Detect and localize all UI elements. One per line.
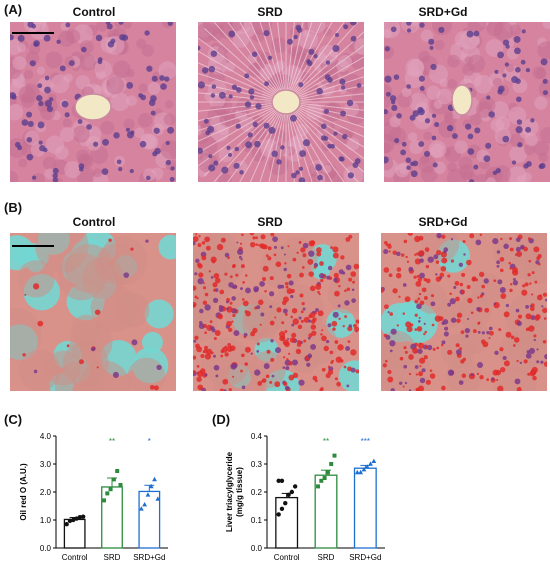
oil-red-image-control — [10, 233, 176, 391]
data-point — [74, 516, 79, 521]
data-point — [316, 484, 320, 489]
data-point — [138, 506, 144, 511]
data-point — [64, 522, 69, 527]
bar — [101, 486, 123, 549]
y-tick-label: 0.3 — [251, 460, 263, 469]
bar — [275, 496, 299, 549]
data-point — [319, 478, 324, 483]
scale-bar-b — [12, 245, 54, 247]
data-point — [148, 483, 154, 489]
data-point — [155, 496, 161, 501]
x-tick-label: SRD — [318, 553, 335, 562]
significance-marker: ** — [323, 437, 329, 446]
oil-red-image-srd-gd — [381, 233, 547, 391]
data-point — [80, 514, 86, 519]
y-tick-label: 3.0 — [40, 460, 52, 469]
data-point — [371, 458, 377, 463]
scale-bar-a — [12, 32, 54, 34]
data-point — [276, 478, 281, 483]
data-point — [67, 518, 73, 524]
data-point — [77, 515, 83, 520]
panel-b-title-srd-gd: SRD+Gd — [418, 215, 468, 229]
panel-b-title-control: Control — [72, 215, 116, 229]
data-point — [354, 469, 360, 475]
significance-marker: ** — [109, 437, 115, 446]
data-point — [283, 501, 288, 506]
y-tick-label: 0.0 — [251, 544, 263, 553]
panel-a-title-srd: SRD — [257, 5, 283, 19]
bar — [314, 474, 338, 549]
y-tick-label: 0.0 — [40, 544, 52, 553]
y-axis-label: Oil red O (A.U.) — [19, 463, 28, 521]
data-point — [152, 476, 157, 482]
data-point — [108, 487, 113, 492]
data-point — [111, 477, 116, 482]
data-point — [102, 498, 106, 503]
data-point — [329, 462, 334, 466]
data-point — [105, 491, 110, 496]
x-tick-label: Control — [62, 553, 88, 562]
panel-b-title-srd: SRD — [257, 215, 283, 229]
data-point — [292, 484, 298, 489]
y-tick-label: 0.2 — [251, 488, 263, 497]
y-tick-label: 4.0 — [40, 432, 52, 441]
significance-marker: *** — [361, 437, 370, 446]
significance-marker: * — [148, 437, 151, 446]
y-tick-label: 2.0 — [40, 488, 52, 497]
data-point — [279, 478, 285, 483]
y-axis-label: (mg/g tissue) — [235, 467, 244, 517]
oil-red-image-srd — [193, 233, 359, 391]
he-stain-image-srd-gd — [384, 22, 550, 182]
y-axis-label: Liver triacylglyceride — [225, 451, 234, 532]
data-point — [289, 489, 295, 495]
panel-d-label: (D) — [212, 412, 231, 427]
panel-c-label: (C) — [4, 412, 23, 427]
liver-triacylglyceride-chart: 0.0 0.1 0.2 0.3 0.4 Liver triacylglyceride (mg… — [225, 432, 385, 562]
data-point — [115, 469, 120, 473]
y-tick-label: 1.0 — [40, 516, 52, 525]
he-stain-image-srd — [198, 22, 364, 182]
panel-a-label: (A) — [4, 2, 23, 17]
data-point — [332, 453, 337, 458]
data-point — [118, 483, 123, 487]
panel-a-title-srd-gd: SRD+Gd — [418, 5, 468, 19]
data-point — [279, 506, 285, 511]
data-point — [276, 512, 281, 517]
y-tick-label: 0.4 — [251, 432, 263, 441]
data-point — [142, 502, 148, 507]
data-point — [358, 469, 364, 475]
data-point — [364, 464, 370, 469]
x-tick-label: Control — [274, 553, 300, 562]
data-point — [322, 476, 327, 480]
bar — [353, 467, 377, 549]
panel-b-label: (B) — [4, 200, 23, 215]
panel-a-title-control: Control — [72, 5, 116, 19]
x-tick-label: SRD — [104, 553, 121, 562]
data-point — [71, 517, 76, 523]
y-tick-label: 0.1 — [251, 516, 263, 525]
data-point — [361, 467, 367, 472]
x-tick-label: SRD+Gd — [349, 553, 381, 562]
x-tick-label: SRD+Gd — [133, 553, 165, 562]
he-stain-image-control — [10, 22, 176, 182]
data-point — [368, 461, 373, 466]
data-point — [286, 492, 291, 497]
data-point — [325, 470, 330, 475]
data-point — [145, 492, 151, 497]
